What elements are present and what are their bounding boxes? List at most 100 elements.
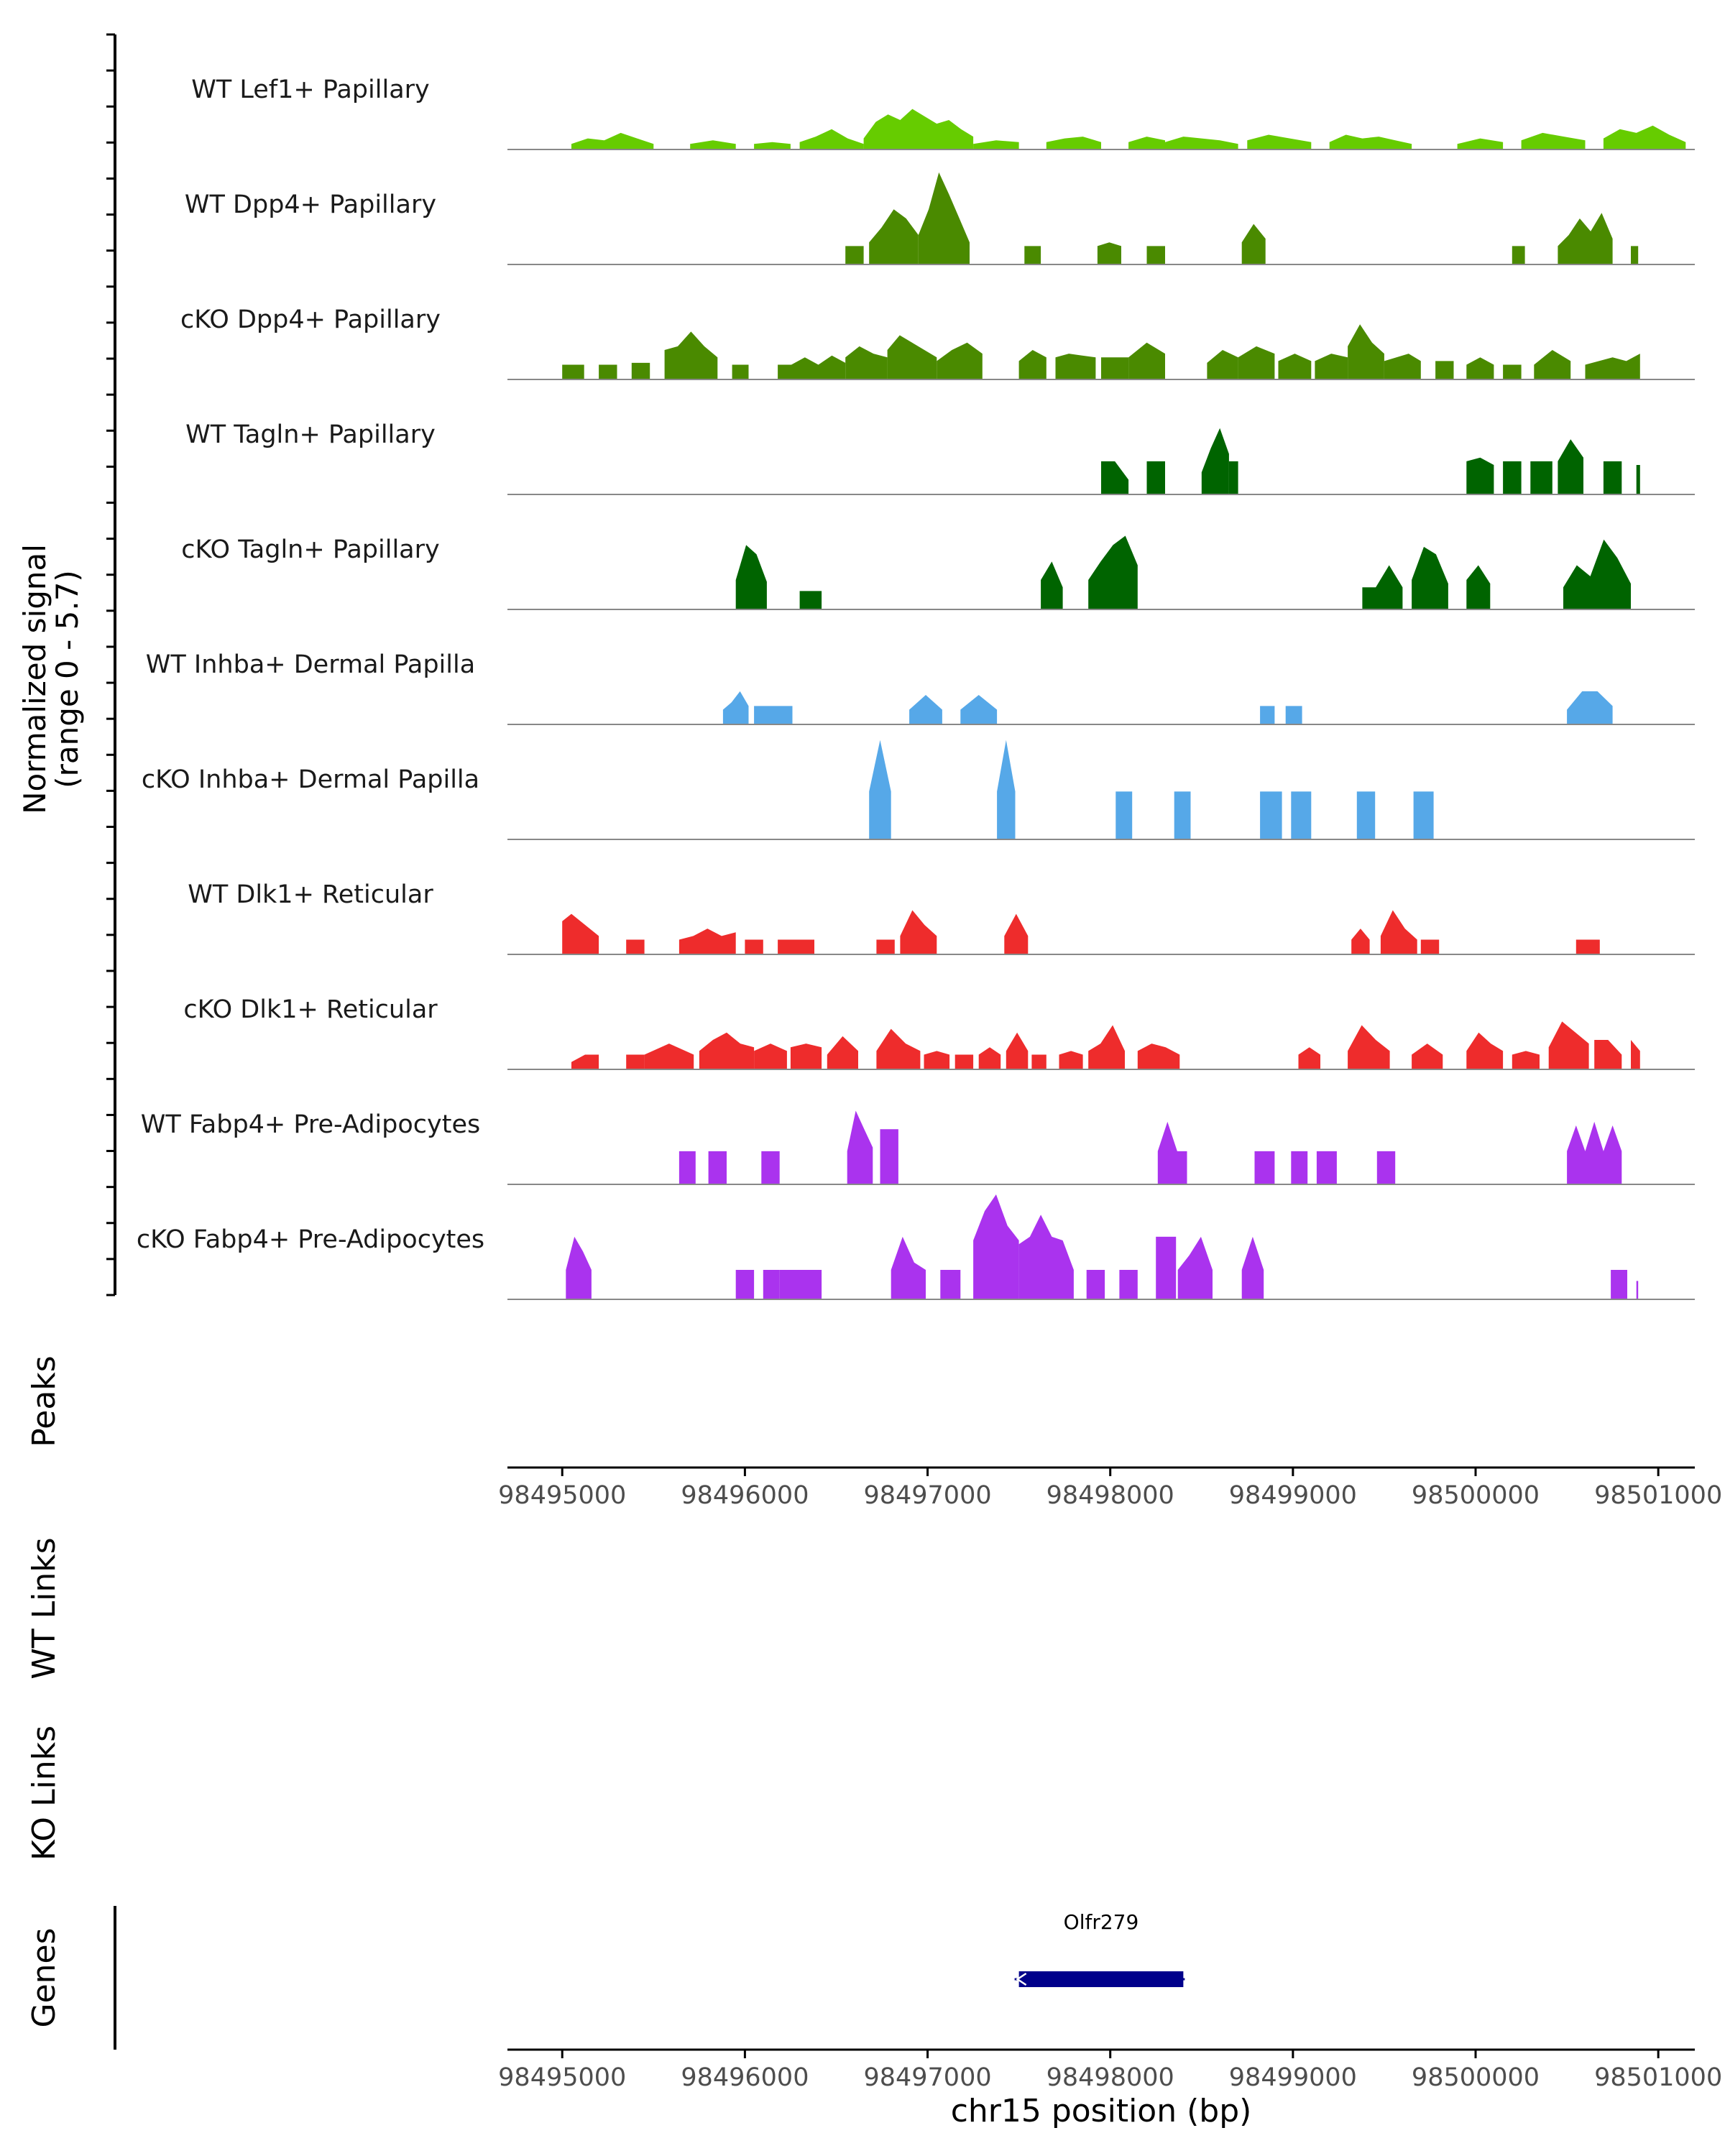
coverage-y-label: Normalized signal (range 0 - 5.7) (17, 544, 85, 814)
coverage-peak (1576, 939, 1600, 954)
coverage-peak (735, 545, 767, 609)
coverage-peak (1278, 354, 1312, 379)
coverage-peak (924, 1051, 950, 1069)
coverage-peak (863, 109, 974, 149)
coverage-peak (754, 1044, 787, 1069)
coverage-peak (1503, 461, 1522, 494)
genes-x-axis-ticks: 98495000 98496000 98497000 98498000 98499000… (498, 2050, 1722, 2092)
coverage-peak (790, 1044, 822, 1069)
coverage-peak (1631, 246, 1639, 264)
coverage-peak (1466, 1032, 1504, 1069)
track-1: WT Dpp4+ Papillary (185, 172, 1695, 265)
coverage-peak (876, 939, 895, 954)
coverage-peak (1420, 939, 1440, 954)
coverage-peak (1466, 565, 1491, 609)
coverage-peak (1116, 791, 1133, 839)
coverage-peak (1412, 1044, 1443, 1069)
coverage-peak (960, 695, 998, 724)
track-5: WT Inhba+ Dermal Papilla (146, 650, 1695, 725)
genes-x-tick-label: 98500000 (1412, 2063, 1540, 2092)
coverage-peak (699, 1032, 755, 1069)
coverage-peak (847, 1110, 873, 1184)
coverage-peak (1156, 1236, 1177, 1299)
track-label: WT Fabp4+ Pre-Adipocytes (141, 1110, 480, 1139)
coverage-peak (845, 346, 888, 379)
coverage-peak (1466, 457, 1494, 494)
coverage-peak (799, 129, 864, 149)
coverage-peak (909, 695, 942, 724)
coverage-peak (1512, 246, 1525, 264)
coverage-peak (1041, 561, 1063, 609)
coverage-peak (626, 1054, 645, 1069)
track-label: cKO Fabp4+ Pre-Adipocytes (137, 1225, 484, 1254)
coverage-peak (1603, 125, 1686, 149)
coverage-peak (1298, 1047, 1320, 1069)
coverage-peak (1241, 1236, 1264, 1299)
coverage-peak (845, 246, 864, 264)
peaks-x-tick-label: 98497000 (863, 1481, 991, 1510)
track-label: cKO Dlk1+ Reticular (183, 995, 438, 1024)
coverage-peak (1611, 1270, 1627, 1299)
coverage-peak (562, 364, 584, 379)
coverage-peak (1260, 706, 1275, 724)
track-10: cKO Fabp4+ Pre-Adipocytes (137, 1194, 1695, 1300)
coverage-peak (869, 209, 919, 264)
coverage-peak (722, 691, 749, 724)
gene-annotations: Olfr279 (1014, 1910, 1185, 1987)
coverage-peak (1356, 791, 1376, 839)
coverage-peak (1101, 357, 1129, 379)
genes-label: Genes (26, 1927, 63, 2027)
coverage-peak (1348, 324, 1384, 379)
track-2: cKO Dpp4+ Papillary (180, 305, 1695, 380)
coverage-peak (1128, 137, 1165, 149)
coverage-peak (876, 1028, 921, 1069)
coverage-peak (1351, 929, 1370, 954)
coverage-peak (978, 1047, 1001, 1069)
coverage-peak (1291, 791, 1312, 839)
genes-x-tick-label: 98499000 (1229, 2063, 1357, 2092)
coverage-peak (599, 364, 617, 379)
track-label: WT Tagln+ Papillary (185, 420, 436, 449)
coverage-peak (1228, 461, 1238, 494)
coverage-peak (1174, 791, 1191, 839)
coverage-peak (827, 1036, 858, 1069)
coverage-peak (1004, 913, 1029, 954)
y-label-line1: Normalized signal (17, 544, 52, 814)
peaks-x-tick-label: 98499000 (1229, 1481, 1357, 1510)
track-4: cKO Tagln+ Papillary (181, 535, 1695, 610)
coverage-peak (880, 1129, 898, 1184)
coverage-y-ticks (106, 33, 115, 1296)
coverage-peak (562, 913, 599, 954)
coverage-peak (754, 142, 791, 149)
coverage-peak (1376, 1151, 1396, 1184)
coverage-peak (1006, 1032, 1029, 1069)
coverage-peak (1413, 791, 1434, 839)
coverage-peak (1177, 1236, 1213, 1299)
coverage-peak (1466, 357, 1494, 379)
coverage-peak (1097, 242, 1121, 264)
x-axis-title: chr15 position (bp) (951, 2093, 1252, 2129)
coverage-peak (1128, 342, 1165, 379)
coverage-peak (1201, 428, 1229, 494)
coverage-peak (1315, 354, 1348, 379)
coverage-peak (566, 1236, 592, 1299)
coverage-peak (891, 1236, 926, 1299)
genes-x-tick-label: 98501000 (1594, 2063, 1722, 2092)
coverage-peak (1046, 137, 1101, 149)
genes-x-tick-label: 98495000 (498, 2063, 626, 2092)
coverage-peak (778, 939, 814, 954)
coverage-peak (1291, 1151, 1308, 1184)
coverage-peak (678, 929, 736, 954)
coverage-peak (1380, 910, 1417, 954)
coverage-peak (754, 706, 793, 724)
coverage-peak (1530, 461, 1552, 494)
coverage-peak (1146, 246, 1165, 264)
coverage-peak (918, 172, 970, 264)
coverage-peak (937, 342, 983, 379)
coverage-peak (1329, 134, 1412, 149)
coverage-peak (631, 362, 650, 379)
coverage-peak (1521, 132, 1586, 149)
coverage-peak (940, 1270, 961, 1299)
coverage-peak (1362, 565, 1403, 609)
peaks-x-tick-label: 98496000 (681, 1481, 809, 1510)
